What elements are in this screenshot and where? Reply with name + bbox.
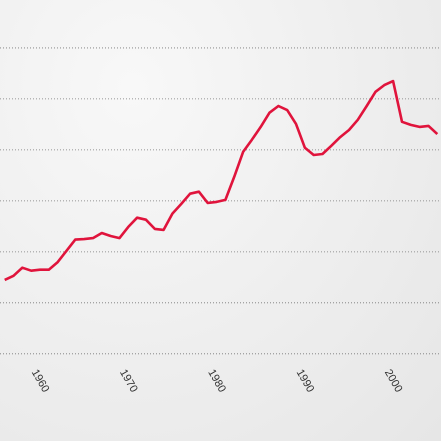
x-tick-label: 1980: [205, 367, 228, 394]
x-tick-label: 1970: [117, 367, 140, 394]
line: [4, 79, 439, 282]
x-tick-label: 1960: [29, 367, 52, 394]
x-tick-label: 1990: [294, 367, 317, 394]
x-tick-label: 2000: [382, 367, 405, 394]
